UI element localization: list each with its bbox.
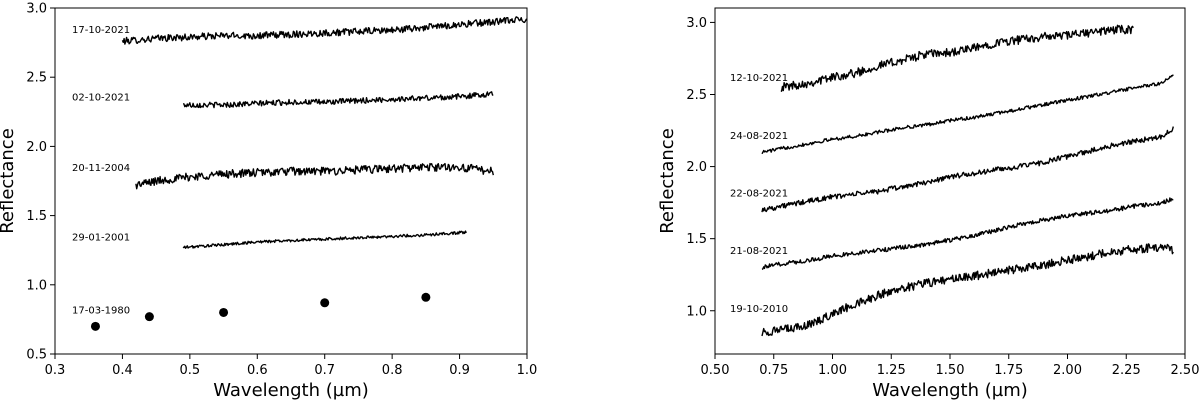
x-tick-label: 1.75	[994, 363, 1023, 378]
y-tick-label: 2.5	[26, 71, 47, 86]
spectrum-line	[761, 197, 1174, 271]
y-tick-label: 2.0	[686, 160, 707, 175]
y-tick-label: 1.0	[26, 278, 47, 293]
spectrum-line	[761, 243, 1174, 337]
x-tick-label: 0.5	[180, 363, 201, 378]
x-tick-label: 0.8	[382, 363, 403, 378]
x-tick-label: 1.25	[877, 363, 906, 378]
x-tick-label: 0.6	[247, 363, 268, 378]
y-tick-label: 1.0	[686, 304, 707, 319]
data-point	[144, 312, 154, 322]
x-tick-label: 0.7	[314, 363, 335, 378]
series-label: 19-10-2010	[730, 304, 788, 315]
spectrum-line	[182, 230, 467, 249]
chart-left: 0.3 0.4 0.5 0.6 0.7 0.8 0.9 1.0 0.5 1.0 1.5 2.0 2.5 3…	[0, 2, 537, 402]
data-point	[320, 298, 330, 308]
series-label: 17-03-1980	[72, 306, 130, 317]
y-tick-label: 2.5	[686, 88, 707, 103]
series-label: 29-01-2001	[72, 232, 130, 243]
chart-right: 0.50 0.75 1.00 1.25 1.50 1.75 2.00 2.25 2.50 1.0 1…	[657, 7, 1200, 401]
series-label: 12-10-2021	[730, 73, 788, 84]
x-axis-label: Wavelength (µm)	[872, 380, 1028, 401]
data-point	[90, 321, 100, 331]
y-tick-label: 1.5	[686, 232, 707, 247]
series-label: 21-08-2021	[730, 246, 788, 257]
x-tick-label: 0.9	[449, 363, 470, 378]
x-tick-label: 2.25	[1112, 363, 1141, 378]
spectrum-line	[761, 126, 1174, 213]
spectrum-line	[780, 24, 1134, 93]
plot-frame	[54, 7, 528, 355]
y-axis-label: Reflectance	[0, 128, 18, 234]
y-tick-label: 3.0	[686, 16, 707, 31]
x-axis-label: Wavelength (µm)	[213, 380, 369, 401]
y-tick-label: 0.5	[26, 348, 47, 363]
data-point	[219, 307, 229, 317]
x-tick-label: 0.75	[759, 363, 788, 378]
plot-frame	[714, 7, 1186, 355]
x-tick-label: 1.0	[517, 363, 538, 378]
series-label: 22-08-2021	[730, 189, 788, 200]
x-tick-label: 0.3	[45, 363, 66, 378]
y-tick-label: 3.0	[26, 2, 47, 17]
x-tick-label: 1.50	[936, 363, 965, 378]
x-tick-label: 1.00	[818, 363, 847, 378]
spectrum-line	[121, 16, 528, 45]
y-tick-label: 1.5	[26, 209, 47, 224]
series-label: 17-10-2021	[72, 25, 130, 36]
spectrum-line	[761, 74, 1174, 155]
spectrum-line	[135, 162, 494, 190]
x-tick-label: 0.50	[701, 363, 730, 378]
spectrum-line	[182, 91, 494, 109]
series-label: 02-10-2021	[72, 93, 130, 104]
x-tick-label: 0.4	[112, 363, 133, 378]
y-tick-label: 2.0	[26, 140, 47, 155]
data-point	[421, 292, 431, 302]
series-label: 20-11-2004	[72, 163, 130, 174]
series-label: 24-08-2021	[730, 131, 788, 142]
x-tick-label: 2.50	[1171, 363, 1200, 378]
x-tick-label: 2.00	[1053, 363, 1082, 378]
y-axis-label: Reflectance	[657, 128, 678, 234]
